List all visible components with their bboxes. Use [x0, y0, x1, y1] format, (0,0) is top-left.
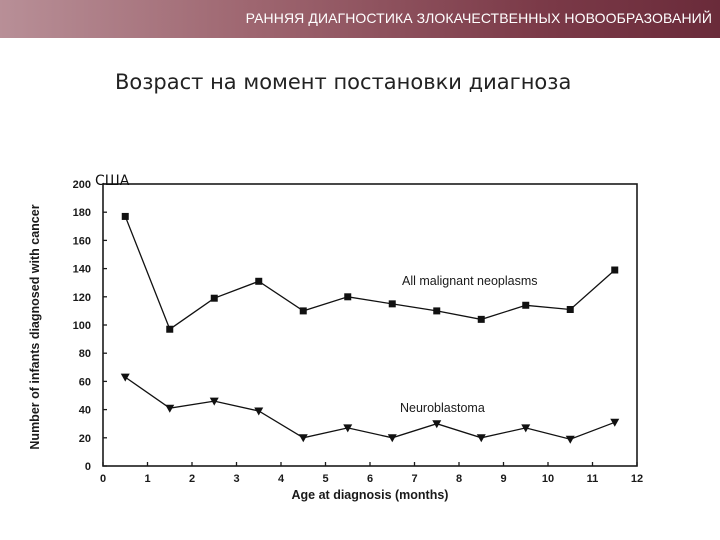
y-tick-label: 20: [79, 433, 91, 445]
data-point-square: [388, 300, 396, 308]
y-tick-label: 200: [73, 179, 91, 191]
data-point-square: [299, 307, 307, 315]
country-label: США: [95, 173, 130, 189]
x-tick-label: 12: [631, 473, 643, 485]
x-tick-label: 0: [100, 473, 106, 485]
y-tick-label: 140: [73, 264, 91, 276]
header-title: РАННЯЯ ДИАГНОСТИКА ЗЛОКАЧЕСТВЕННЫХ НОВОО…: [245, 10, 712, 26]
x-tick-label: 2: [189, 473, 195, 485]
data-point-square: [210, 294, 218, 302]
data-point-square: [477, 315, 485, 323]
data-point-square: [433, 307, 441, 315]
axis-ticks: [102, 183, 638, 467]
x-tick-label: 4: [278, 473, 285, 485]
y-tick-label: 120: [73, 292, 91, 304]
y-tick-label: 40: [79, 405, 91, 417]
series-label-neuroblastoma: Neuroblastoma: [400, 401, 485, 415]
header-bar: РАННЯЯ ДИАГНОСТИКА ЗЛОКАЧЕСТВЕННЫХ НОВОО…: [0, 0, 720, 38]
data-point-triangle: [120, 373, 130, 382]
x-axis-title: Age at diagnosis (months): [292, 488, 449, 502]
y-tick-label: 80: [79, 348, 91, 360]
plot-frame: [102, 183, 638, 467]
data-point-square: [611, 266, 619, 274]
data-point-triangle: [209, 397, 219, 406]
x-tick-label: 7: [411, 473, 417, 485]
series-layer: [120, 212, 620, 444]
data-point-triangle: [565, 435, 575, 444]
data-point-triangle: [387, 434, 397, 443]
data-point-square: [522, 301, 530, 309]
plot-border: [102, 183, 638, 467]
y-tick-label: 60: [79, 376, 91, 388]
tick-labels: 0 1 2 3 4 5 6 7 8 9 10 11 12020406080100120140160180…: [73, 179, 643, 485]
data-point-square: [121, 212, 129, 220]
series-line: [124, 216, 616, 331]
y-tick-label: 160: [73, 235, 91, 247]
y-tick-label: 180: [73, 207, 91, 219]
data-point-square: [166, 325, 174, 333]
x-tick-label: 5: [322, 473, 328, 485]
x-tick-label: 10: [542, 473, 554, 485]
y-tick-label: 100: [73, 320, 91, 332]
data-point-triangle: [432, 420, 442, 429]
y-axis-title: Number of infants diagnosed with cancer: [28, 204, 42, 449]
x-tick-label: 3: [233, 473, 239, 485]
series-all-malignant-neoplasms: [121, 212, 619, 333]
series-label-all-malignant-neoplasms: All malignant neoplasms: [402, 274, 538, 288]
x-tick-label: 9: [500, 473, 506, 485]
slide-title: Возраст на момент постановки диагноза: [115, 70, 572, 94]
data-point-triangle: [343, 424, 353, 433]
data-point-square: [255, 277, 263, 285]
data-point-triangle: [298, 434, 308, 443]
x-tick-label: 1: [144, 473, 150, 485]
data-point-triangle: [254, 407, 264, 416]
x-tick-label: 6: [367, 473, 373, 485]
data-point-triangle: [476, 434, 486, 443]
x-tick-label: 11: [587, 473, 599, 485]
data-point-square: [344, 293, 352, 301]
data-point-triangle: [610, 418, 620, 427]
x-tick-label: 8: [456, 473, 462, 485]
data-point-triangle: [165, 404, 175, 413]
data-point-triangle: [521, 424, 531, 433]
y-tick-label: 0: [85, 461, 91, 473]
series-neuroblastoma: [120, 373, 620, 444]
series-line: [124, 376, 616, 440]
data-point-square: [566, 305, 574, 313]
